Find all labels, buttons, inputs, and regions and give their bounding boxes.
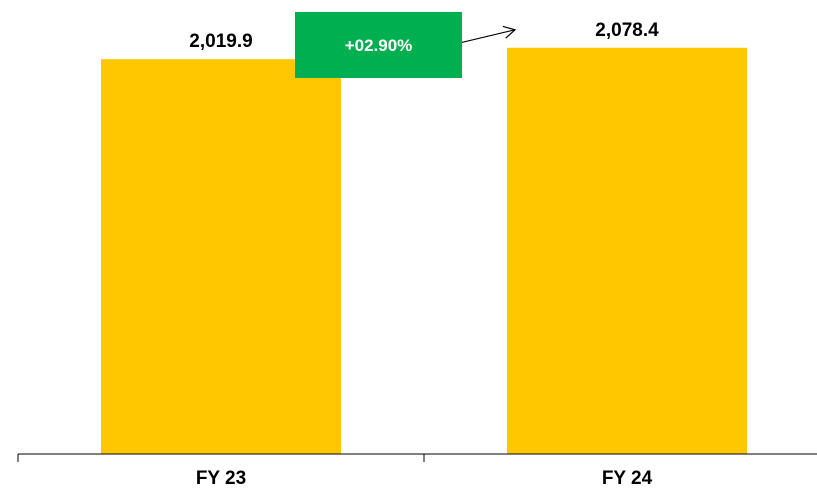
data-label-fy-23: 2,019.9 — [189, 31, 252, 52]
value-labels-layer: 2,019.9 2,078.4 — [189, 20, 659, 52]
growth-badge — [295, 12, 462, 78]
bars-layer — [101, 47, 747, 455]
x-tick-label-fy-23: FY 23 — [196, 468, 246, 489]
bar-fy-23 — [101, 59, 341, 455]
data-label-fy-24: 2,078.4 — [595, 20, 659, 41]
growth-badge-text: +02.90% — [345, 36, 413, 55]
x-axis: FY 23 FY 24 — [17, 453, 817, 489]
x-tick-label-fy-24: FY 24 — [602, 468, 653, 489]
bar-fy-24 — [507, 47, 747, 454]
growth-annotation: +02.90% — [295, 12, 517, 78]
